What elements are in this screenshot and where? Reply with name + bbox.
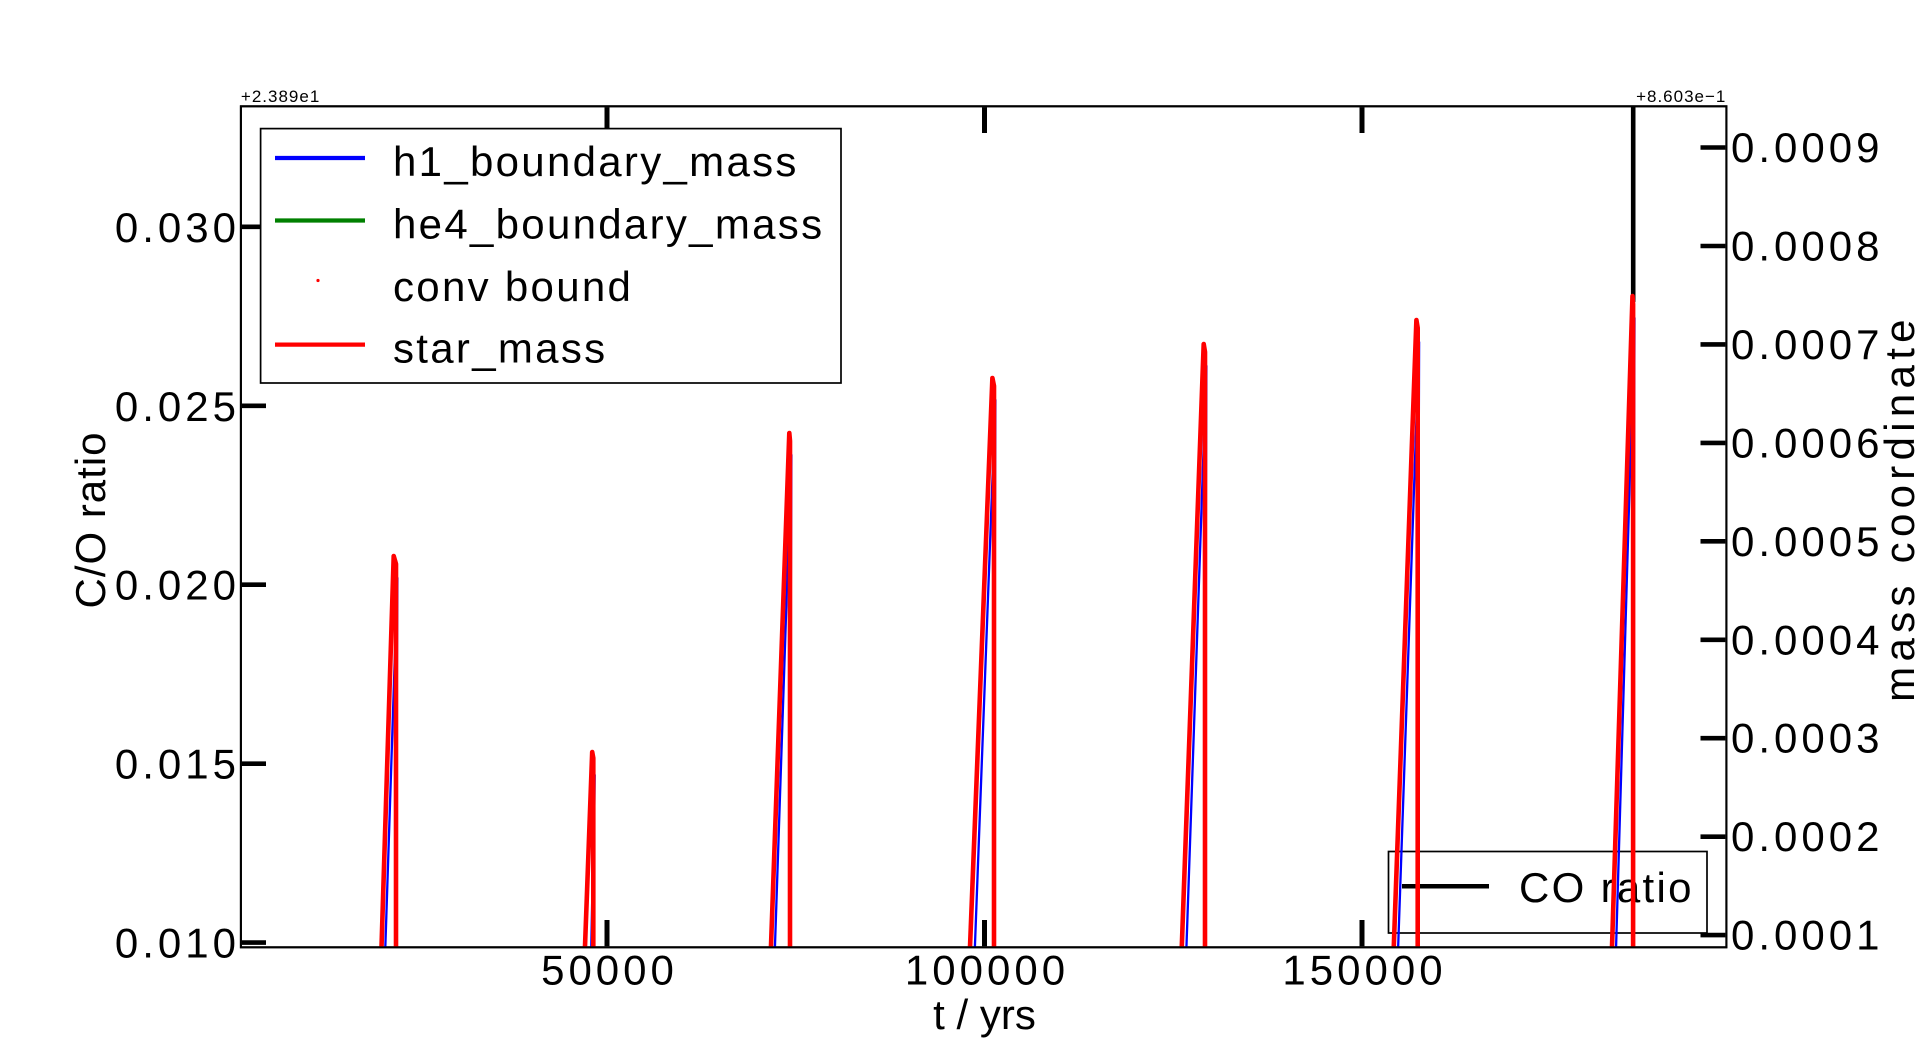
svg-text:0.0006: 0.0006 xyxy=(1731,419,1883,466)
svg-text:0.010: 0.010 xyxy=(115,920,240,967)
svg-text:mass coordinate: mass coordinate xyxy=(1876,314,1918,702)
svg-text:CO ratio: CO ratio xyxy=(1519,864,1694,911)
svg-text:0.025: 0.025 xyxy=(115,383,240,430)
svg-text:0.020: 0.020 xyxy=(115,562,240,609)
svg-text:100000: 100000 xyxy=(905,947,1069,994)
svg-text:0.030: 0.030 xyxy=(115,204,240,251)
svg-text:0.0008: 0.0008 xyxy=(1731,223,1883,270)
svg-text:0.015: 0.015 xyxy=(115,741,240,788)
svg-text:50000: 50000 xyxy=(541,947,678,994)
svg-text:+2.389e1: +2.389e1 xyxy=(241,87,320,106)
svg-text:0.0005: 0.0005 xyxy=(1731,518,1883,565)
svg-text:he4_boundary_mass: he4_boundary_mass xyxy=(393,201,824,248)
svg-text:C/O ratio: C/O ratio xyxy=(67,431,114,608)
svg-text:0.0001: 0.0001 xyxy=(1731,912,1883,959)
svg-text:150000: 150000 xyxy=(1282,947,1446,994)
svg-text:star_mass: star_mass xyxy=(393,325,607,372)
svg-text:0.0007: 0.0007 xyxy=(1731,321,1883,368)
svg-text:+8.603e−1: +8.603e−1 xyxy=(1636,87,1726,106)
svg-text:0.0004: 0.0004 xyxy=(1731,616,1883,663)
svg-text:0.0009: 0.0009 xyxy=(1731,124,1883,171)
svg-text:h1_boundary_mass: h1_boundary_mass xyxy=(393,138,799,185)
svg-text:0.0003: 0.0003 xyxy=(1731,715,1883,762)
svg-text:t / yrs: t / yrs xyxy=(933,991,1036,1038)
svg-text:conv bound: conv bound xyxy=(393,263,633,310)
svg-text:0.0002: 0.0002 xyxy=(1731,813,1883,860)
